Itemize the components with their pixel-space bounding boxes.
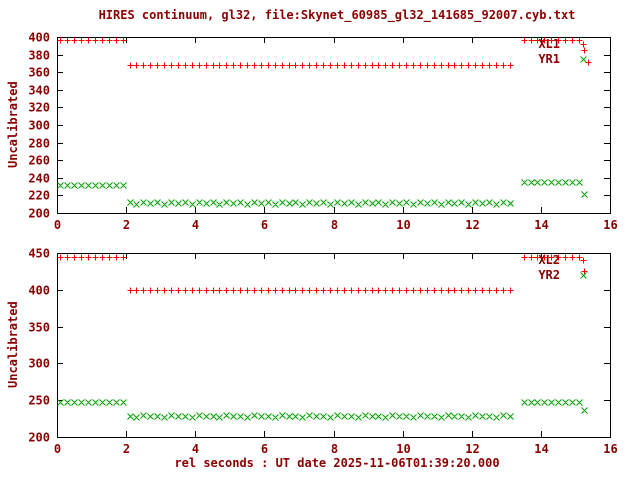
legend-label-yr2: YR2 [538, 268, 560, 282]
y-tick-label: 400 [28, 284, 50, 298]
x-tick-label: 6 [261, 442, 268, 456]
x-axis-label: rel seconds : UT date 2025-11-06T01:39:2… [174, 456, 500, 470]
y-tick-label: 400 [28, 31, 50, 45]
y-tick-label: 360 [28, 66, 50, 80]
legend-marker-xl1 [580, 41, 587, 48]
x-tick-label: 2 [123, 218, 130, 232]
panel-top: 0 2 4 6 8 10 12 14 16 200 220 240 260 280 300 320 340 360… [28, 31, 617, 233]
y-tick-label: 240 [28, 172, 50, 186]
legend-marker-yr2 [580, 272, 587, 279]
series-xl2 [57, 254, 588, 294]
y-tick-label: 200 [28, 431, 50, 445]
y-tick-label: 300 [28, 357, 50, 371]
x-tick-label: 12 [465, 442, 479, 456]
x-tick-label: 10 [396, 218, 410, 232]
x-tick-label: 10 [396, 442, 410, 456]
x-tick-label: 0 [54, 218, 61, 232]
y-tick-label: 450 [28, 247, 50, 261]
x-tick-label: 14 [534, 218, 548, 232]
x-tick-label: 16 [603, 218, 617, 232]
x-tick-label: 8 [331, 218, 338, 232]
x-tick-label: 12 [465, 218, 479, 232]
x-tick-label: 14 [534, 442, 548, 456]
series-xl1 [57, 37, 592, 69]
x-tick-label: 8 [331, 442, 338, 456]
x-tick-label: 0 [54, 442, 61, 456]
series-yr1 [57, 179, 588, 208]
y-tick-label: 380 [28, 49, 50, 63]
series-yr2 [57, 399, 588, 421]
y-tick-label: 250 [28, 394, 50, 408]
legend-label-yr1: YR1 [538, 52, 560, 66]
axis-ticks [57, 253, 611, 438]
y-tick-label: 350 [28, 321, 50, 335]
axis-ticks [57, 37, 611, 214]
panel-border [57, 37, 611, 214]
y-tick-label: 220 [28, 189, 50, 203]
x-tick-label: 16 [603, 442, 617, 456]
x-tick-label: 4 [192, 442, 199, 456]
legend-label-xl1: XL1 [538, 37, 560, 51]
x-tick-label: 6 [261, 218, 268, 232]
legend-marker-xl2 [580, 257, 587, 264]
y-tick-label: 320 [28, 101, 50, 115]
y-tick-label: 340 [28, 84, 50, 98]
y-tick-label: 280 [28, 137, 50, 151]
y-tick-label: 200 [28, 207, 50, 221]
legend-label-xl2: XL2 [538, 253, 560, 267]
x-tick-label: 4 [192, 218, 199, 232]
y-tick-label: 260 [28, 154, 50, 168]
chart-title: HIRES continuum, gl32, file:Skynet_60985… [98, 8, 576, 22]
legend-marker-yr1 [580, 56, 587, 63]
y-tick-label: 300 [28, 119, 50, 133]
panel-border [57, 253, 611, 438]
x-tick-label: 2 [123, 442, 130, 456]
